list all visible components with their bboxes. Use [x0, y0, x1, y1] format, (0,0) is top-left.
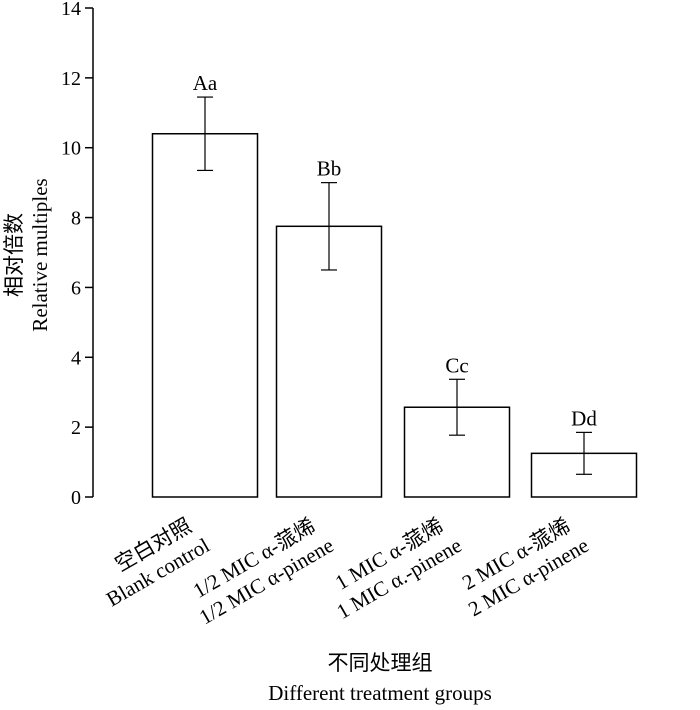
- x-axis-title-cn: 不同处理组: [328, 651, 433, 675]
- y-axis-title: 相对倍数 Relative multiples: [2, 178, 52, 331]
- y-axis-title-cn: 相对倍数: [2, 213, 26, 297]
- category-label: 1 MIC α-蒎烯1 MIC α.-pinene: [331, 514, 466, 624]
- category-label: 2 MIC α-蒎烯2 MIC α-pinene: [458, 514, 593, 622]
- bar: [151, 132, 259, 498]
- significance-label: Dd: [571, 406, 597, 430]
- significance-label: Cc: [445, 353, 468, 377]
- y-tick-label: 12: [61, 68, 81, 90]
- y-tick-label: 8: [71, 208, 81, 230]
- y-axis: 0 2 4 6 8 10 12 14: [61, 0, 94, 509]
- y-tick-label: 4: [71, 347, 81, 369]
- bar: [275, 225, 383, 498]
- y-tick-label: 6: [71, 277, 81, 299]
- category-label: 1/2 MIC α-蒎烯1/2 MIC α-pinene: [189, 514, 338, 630]
- y-axis-title-en: Relative multiples: [28, 178, 52, 331]
- significance-label: Bb: [317, 157, 342, 181]
- significance-label: Aa: [193, 71, 218, 95]
- x-axis-title: 不同处理组 Different treatment groups: [268, 651, 492, 705]
- y-tick-label: 10: [61, 138, 81, 160]
- y-tick-label: 2: [71, 417, 81, 439]
- y-tick-label: 0: [71, 487, 81, 509]
- bars-group: Aa Bb Cc Dd: [151, 71, 638, 498]
- x-axis-title-en: Different treatment groups: [268, 681, 492, 705]
- y-tick-label: 14: [61, 0, 81, 20]
